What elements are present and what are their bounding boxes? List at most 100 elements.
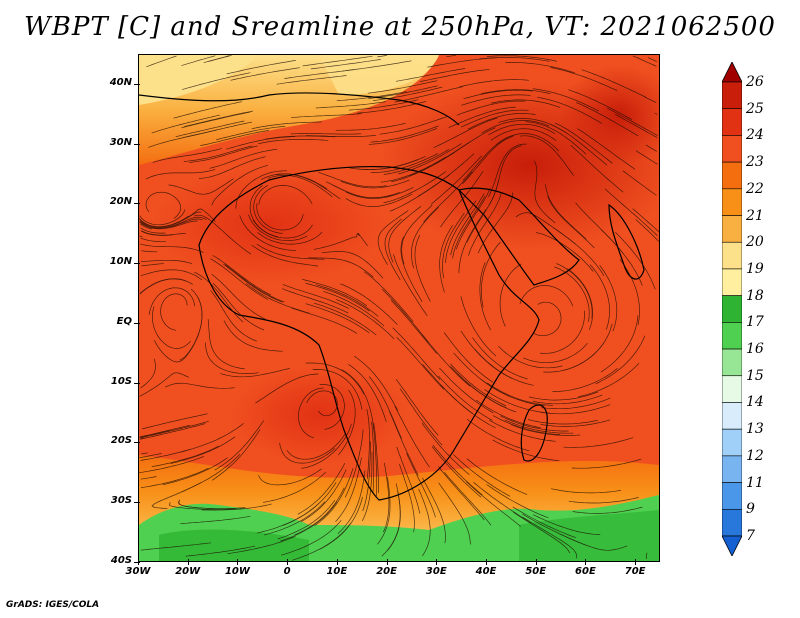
- streamline: [395, 378, 439, 436]
- streamline: [183, 145, 253, 162]
- streamline: [263, 501, 326, 536]
- streamline: [252, 219, 313, 239]
- colorbar-segment: [722, 428, 742, 457]
- streamline: [644, 96, 657, 103]
- streamline: [541, 397, 611, 410]
- streamline: [533, 514, 601, 536]
- streamline: [367, 80, 438, 94]
- streamline: [205, 342, 259, 374]
- streamline: [528, 419, 598, 425]
- streamline: [173, 101, 243, 119]
- streamline: [251, 121, 322, 130]
- streamline: [180, 515, 251, 525]
- streamline: [528, 391, 599, 401]
- streamline: [568, 497, 639, 504]
- colorbar-level-label: 17: [746, 314, 764, 331]
- streamline: [139, 220, 198, 230]
- streamline: [368, 128, 438, 145]
- streamline: [442, 212, 465, 279]
- colorbar-segment: [722, 241, 742, 270]
- streamline: [450, 193, 485, 256]
- streamline: [181, 111, 251, 129]
- colorbar-level-label: 23: [746, 154, 764, 171]
- streamline: [332, 184, 400, 199]
- streamline: [298, 387, 324, 439]
- streamline: [544, 184, 587, 240]
- streamline: [489, 419, 556, 442]
- colorbar: [722, 62, 742, 556]
- streamline: [312, 369, 363, 410]
- lon-tick-mark: [386, 559, 388, 565]
- streamline: [647, 57, 657, 62]
- streamline: [498, 345, 563, 369]
- streamline: [522, 513, 586, 546]
- streamline: [460, 330, 512, 379]
- streamline: [438, 466, 485, 521]
- lon-tick-mark: [585, 559, 587, 565]
- lat-tick-label: 20N: [109, 196, 132, 208]
- streamline: [140, 237, 166, 243]
- streamline: [595, 335, 646, 385]
- streamline: [260, 173, 328, 190]
- streamline: [379, 116, 448, 135]
- streamline: [141, 452, 148, 455]
- streamline: [291, 307, 358, 334]
- streamline: [370, 125, 439, 143]
- streamline: [345, 193, 413, 207]
- streamline: [456, 100, 526, 116]
- streamline: [319, 383, 345, 430]
- streamline: [519, 285, 574, 307]
- streamline: [468, 193, 502, 256]
- streamline: [619, 258, 640, 325]
- streamline: [211, 273, 266, 320]
- lon-tick-mark: [436, 559, 438, 565]
- streamline: [223, 320, 283, 352]
- streamline: [539, 310, 585, 354]
- streamline: [341, 369, 375, 429]
- streamline: [486, 484, 549, 519]
- streamline: [180, 423, 244, 453]
- lon-tick-mark: [287, 559, 289, 565]
- streamline: [409, 141, 471, 177]
- colorbar-segment: [722, 322, 742, 350]
- streamline: [452, 196, 486, 259]
- streamline: [576, 102, 639, 137]
- streamline: [563, 323, 613, 371]
- streamline: [194, 271, 244, 323]
- streamline: [492, 439, 560, 462]
- lon-tick-label: 30W: [125, 566, 151, 577]
- streamline: [398, 143, 462, 175]
- streamline: [481, 120, 550, 134]
- streamline: [504, 419, 574, 434]
- streamline: [423, 171, 473, 223]
- colorbar-level-label: 19: [746, 260, 764, 277]
- lat-tick-label: 20S: [110, 435, 132, 447]
- streamline: [460, 109, 529, 128]
- streamline: [371, 421, 375, 493]
- streamline: [300, 469, 347, 523]
- streamline: [281, 520, 342, 556]
- streamline: [401, 205, 433, 265]
- streamline: [390, 300, 438, 354]
- streamline: [479, 57, 550, 62]
- streamline: [525, 121, 587, 155]
- streamline: [540, 404, 611, 415]
- streamline: [421, 422, 470, 475]
- streamline: [140, 218, 203, 229]
- streamline: [532, 88, 600, 112]
- streamline: [363, 271, 414, 323]
- streamline: [280, 501, 338, 542]
- streamline: [139, 453, 162, 459]
- streamline: [421, 477, 446, 544]
- streamline: [203, 55, 232, 64]
- streamline: [480, 89, 551, 95]
- streamline: [443, 332, 494, 383]
- streamline: [184, 110, 253, 127]
- streamline: [368, 376, 402, 439]
- streamline: [348, 99, 419, 111]
- streamline: [182, 72, 251, 90]
- colorbar-level-label: 18: [746, 287, 764, 304]
- streamline: [373, 86, 443, 101]
- lon-tick-label: 10W: [224, 566, 250, 577]
- streamline: [201, 503, 272, 511]
